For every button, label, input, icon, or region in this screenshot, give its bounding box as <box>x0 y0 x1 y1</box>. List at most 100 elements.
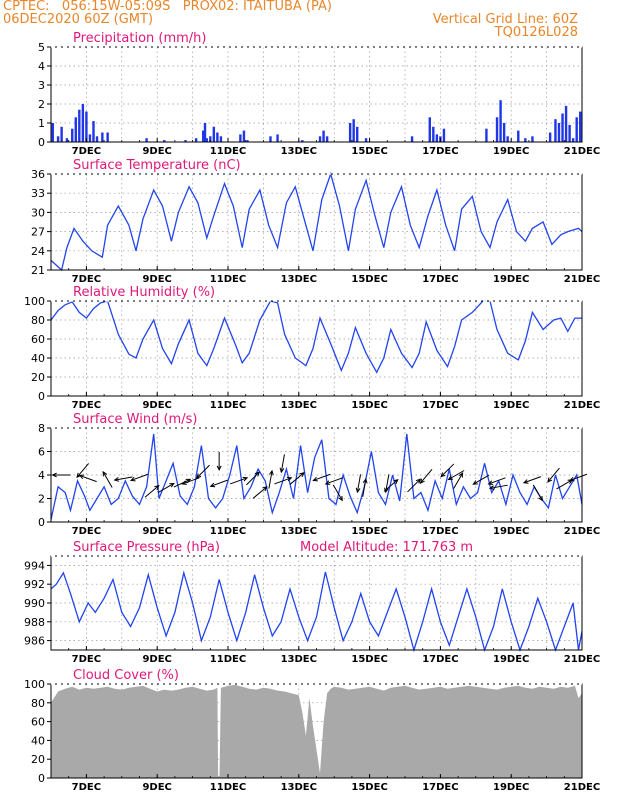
x-tick-label: 15DEC <box>351 274 387 285</box>
precip-bar <box>554 119 557 142</box>
wind-vector <box>252 486 268 499</box>
wind-vector-head <box>269 469 274 476</box>
x-tick-label: 9DEC <box>142 526 171 537</box>
precip-bar <box>364 138 368 142</box>
wind-vector <box>362 478 367 497</box>
x-tick-label: 9DEC <box>142 400 171 411</box>
y-tick-label: 27 <box>31 226 45 239</box>
y-tick-label: 6 <box>38 446 45 459</box>
y-tick-label: 3 <box>38 79 45 92</box>
panel-title: Relative Humidity (%) <box>73 285 215 300</box>
wind-vector-head <box>154 484 160 490</box>
panel-annotation: Model Altitude: 171.763 m <box>300 540 473 555</box>
precip-bar <box>318 136 322 142</box>
wind-vector-head <box>209 482 216 488</box>
y-tick-label: 4 <box>38 469 45 482</box>
precip-bar <box>163 140 166 142</box>
y-tick-label: 21 <box>31 264 45 277</box>
wind-vector <box>289 472 305 485</box>
precip-bar <box>242 130 246 142</box>
x-tick-label: 9DEC <box>142 274 171 285</box>
precip-bar <box>571 138 575 142</box>
x-tick-label: 9DEC <box>142 654 171 665</box>
precip-bar <box>348 123 352 142</box>
precip-bar <box>56 136 60 142</box>
precip-bar <box>579 111 582 142</box>
precip-bar <box>184 140 187 142</box>
x-tick-label: 7DEC <box>72 782 101 793</box>
y-tick-label: 994 <box>24 559 45 572</box>
x-tick-label: 13DEC <box>281 146 317 157</box>
y-tick-label: 986 <box>24 635 45 648</box>
x-tick-label: 9DEC <box>142 146 171 157</box>
wind-vector-head <box>169 482 175 488</box>
precip-bar <box>205 138 208 142</box>
x-tick-label: 15DEC <box>351 526 387 537</box>
x-tick-label: 15DEC <box>351 400 387 411</box>
precip-bar <box>485 128 488 142</box>
precip-bar <box>575 117 578 142</box>
precip-bar <box>51 123 54 142</box>
panel-3 <box>47 427 588 523</box>
panel-frame <box>50 300 583 397</box>
precip-bar <box>209 136 212 142</box>
x-tick-label: 19DEC <box>493 274 529 285</box>
y-tick-label: 0 <box>38 516 45 529</box>
wind-vector <box>440 463 455 478</box>
precip-bar <box>212 126 216 142</box>
wind-vector <box>532 484 543 501</box>
x-tick-label: 15DEC <box>351 654 387 665</box>
wind-vector <box>488 477 506 485</box>
wind-vector-head <box>113 477 120 482</box>
x-tick-label: 11DEC <box>210 654 246 665</box>
precip-bar <box>531 136 534 142</box>
y-tick-label: 2 <box>38 493 45 506</box>
precip-bar <box>194 138 198 142</box>
y-tick-label: 24 <box>31 245 45 258</box>
wind-vector-head <box>279 467 285 474</box>
x-tick-label: 21DEC <box>564 146 600 157</box>
x-tick-label: 13DEC <box>281 274 317 285</box>
x-tick-label: 9DEC <box>142 782 171 793</box>
precip-bar <box>85 111 88 142</box>
wind-vector-head <box>196 473 202 479</box>
panel-title: Surface Pressure (hPa) <box>73 540 220 555</box>
wind-vector-head <box>355 487 361 494</box>
precip-bar <box>502 123 506 142</box>
precip-bar <box>88 134 92 142</box>
cloud-area <box>51 684 582 778</box>
y-tick-label: 2 <box>38 98 45 111</box>
precip-bar <box>557 123 561 142</box>
precip-bar <box>322 130 325 142</box>
y-tick-label: 33 <box>31 187 45 200</box>
wind-vector-head <box>181 480 187 485</box>
wind-vector-head <box>299 472 305 478</box>
x-tick-label: 7DEC <box>72 400 101 411</box>
wind-vector-head <box>522 479 529 484</box>
x-tick-label: 13DEC <box>281 782 317 793</box>
precip-bar <box>410 136 414 142</box>
y-tick-label: 40 <box>31 352 45 365</box>
y-tick-label: 100 <box>24 295 45 308</box>
precip-bar <box>202 130 205 142</box>
wind-vector-head <box>458 472 464 478</box>
precip-bar <box>356 126 359 142</box>
panel-2 <box>47 300 583 397</box>
wind-vector <box>268 470 273 489</box>
wind-vector <box>356 474 362 493</box>
x-tick-label: 7DEC <box>72 274 101 285</box>
wind-vector <box>173 478 191 488</box>
precip-bar <box>74 117 77 142</box>
precip-bar <box>435 134 439 142</box>
wind-vector <box>246 471 260 486</box>
series-line-1 <box>50 171 583 272</box>
wind-vector-head <box>216 465 222 472</box>
wind-vector <box>182 477 200 485</box>
x-tick-label: 13DEC <box>281 400 317 411</box>
precip-bar <box>246 140 249 142</box>
y-tick-label: 0 <box>38 136 45 149</box>
wind-vector-head <box>242 476 249 482</box>
x-tick-label: 19DEC <box>493 526 529 537</box>
wind-vector <box>383 479 399 492</box>
y-tick-label: 990 <box>24 597 45 610</box>
